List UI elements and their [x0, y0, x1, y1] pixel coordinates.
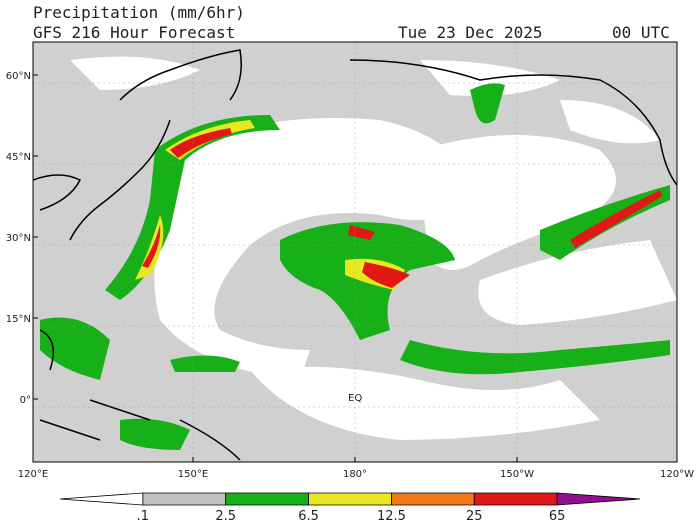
colorbar-label: 12.5	[377, 509, 406, 524]
lat-label: 30°N	[6, 233, 31, 244]
lat-label: 0°	[20, 395, 31, 406]
colorbar-segment	[142, 492, 227, 506]
dry-areas	[70, 56, 677, 440]
graticule	[33, 42, 677, 462]
colorbar-segment	[308, 492, 392, 506]
lon-label: 120°W	[660, 469, 694, 480]
colorbar-segment	[59, 492, 144, 506]
lon-label: 150°E	[178, 469, 208, 480]
lat-label: 45°N	[6, 152, 31, 163]
colorbar-label: 25	[466, 509, 483, 524]
equator-label: EQ	[348, 393, 362, 404]
lat-label: 15°N	[6, 314, 31, 325]
intense-precip	[142, 128, 662, 288]
colorbar-segment	[556, 492, 641, 506]
subtitle: GFS 216 Hour Forecast	[33, 23, 235, 42]
lon-label: 120°E	[18, 469, 48, 480]
colorbar-label: 2.5	[215, 509, 236, 524]
colorbar-segment	[473, 492, 558, 506]
colorbar-label: .1	[137, 509, 149, 524]
axis-labels: 60°N 45°N 30°N 15°N 0° 120°E 150°E 180° 150°W 120…	[6, 71, 694, 480]
coastlines	[33, 49, 677, 461]
colorbar-segment	[391, 492, 475, 506]
lon-label: 150°W	[500, 469, 534, 480]
colorbar: .1 2.5 6.5 12.5 25 65	[59, 492, 641, 524]
forecast-date: Tue 23 Dec 2025	[398, 23, 543, 42]
map: EQ	[32, 41, 678, 463]
lon-label: 180°	[343, 469, 367, 480]
colorbar-segment	[225, 492, 309, 506]
colorbar-label: 65	[549, 509, 566, 524]
lat-label: 60°N	[6, 71, 31, 82]
colorbar-label: 6.5	[298, 509, 319, 524]
forecast-time: 00 UTC	[612, 23, 670, 42]
title: Precipitation (mm/6hr)	[33, 3, 245, 22]
